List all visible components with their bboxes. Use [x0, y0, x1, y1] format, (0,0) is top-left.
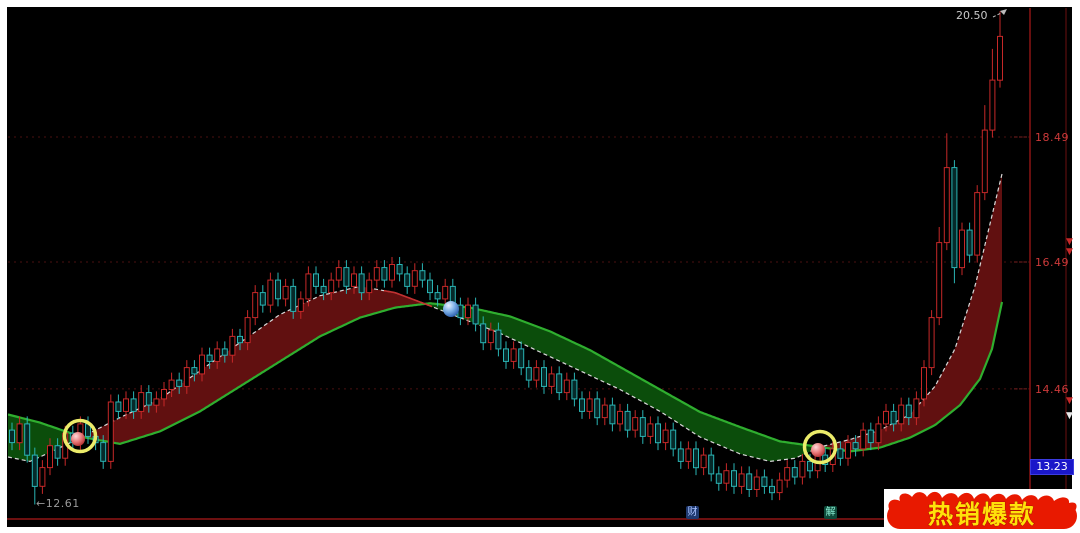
scroll-arrow-icon[interactable]: ▼ — [1066, 237, 1073, 247]
price-tick-label: 14.46 — [1035, 382, 1069, 396]
scroll-arrow-icon[interactable]: ▼ — [1066, 247, 1073, 257]
promo-banner: 热销爆款 — [884, 489, 1080, 533]
event-mark-financial-report[interactable]: 财 — [686, 506, 699, 519]
price-tick-label: 16.49 — [1035, 256, 1069, 269]
promo-banner-text: 热销爆款 — [928, 500, 1036, 529]
last-price-badge: 13.23 — [1030, 458, 1074, 475]
low-price-label: ←12.61 — [36, 497, 80, 510]
flame-icon — [887, 491, 1077, 529]
high-price-label: 20.50 — [956, 9, 988, 22]
price-tick-label: 18.49 — [1035, 131, 1069, 144]
scroll-arrow-icon[interactable]: ▼ — [1066, 411, 1073, 421]
scroll-arrow-icon[interactable]: ▼ — [1066, 396, 1073, 406]
event-mark-share-unlock[interactable]: 解 — [824, 506, 837, 519]
